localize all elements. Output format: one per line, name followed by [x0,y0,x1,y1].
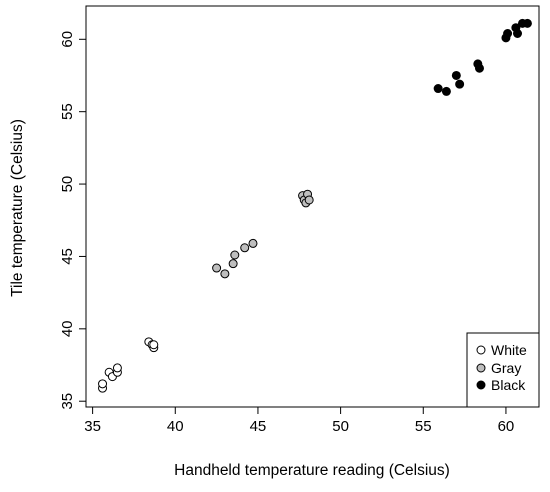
y-axis: 35 40 45 50 55 60 [59,31,86,410]
x-tick-label: 60 [498,418,515,435]
x-axis: 35 40 45 50 55 60 [84,407,514,435]
legend-marker-white [476,345,486,355]
data-point-black [433,84,443,94]
data-point-black [441,86,451,96]
x-tick-label: 55 [415,418,432,435]
data-point-black [503,29,513,39]
data-point-gray [212,263,222,273]
y-tick-label: 45 [59,248,76,265]
series-gray [212,189,314,279]
data-point-gray [248,238,258,248]
data-point-white [112,363,122,373]
y-tick-label: 50 [59,176,76,193]
x-tick-label: 50 [332,418,349,435]
y-axis-title: Tile temperature (Celsius) [9,119,26,297]
x-axis-title: Handheld temperature reading (Celsius) [174,462,450,479]
data-point-gray [240,243,250,253]
series-black [433,18,532,96]
legend-label-gray: Gray [491,360,521,376]
legend-marker-gray [476,363,486,373]
data-points [98,18,532,393]
series-white [98,337,159,393]
y-tick-label: 55 [59,103,76,120]
x-tick-label: 35 [84,418,101,435]
y-tick-label: 60 [59,31,76,48]
data-point-black [513,29,523,39]
y-tick-label: 35 [59,393,76,410]
data-point-black [451,70,461,80]
x-tick-label: 45 [250,418,267,435]
data-point-gray [220,269,230,279]
data-point-gray [230,250,240,260]
data-point-white [149,340,159,350]
data-point-gray [304,195,314,205]
data-point-gray [228,259,238,269]
data-point-black [455,79,465,89]
data-point-black [522,18,532,28]
legend-label-white: White [491,342,527,358]
legend-marker-black [476,380,486,390]
data-point-black [474,63,484,73]
data-point-white [98,379,108,389]
plot-box [85,5,540,408]
legend-label-black: Black [491,377,526,393]
y-tick-label: 40 [59,320,76,337]
x-tick-label: 40 [167,418,184,435]
legend: White Gray Black [466,332,540,408]
